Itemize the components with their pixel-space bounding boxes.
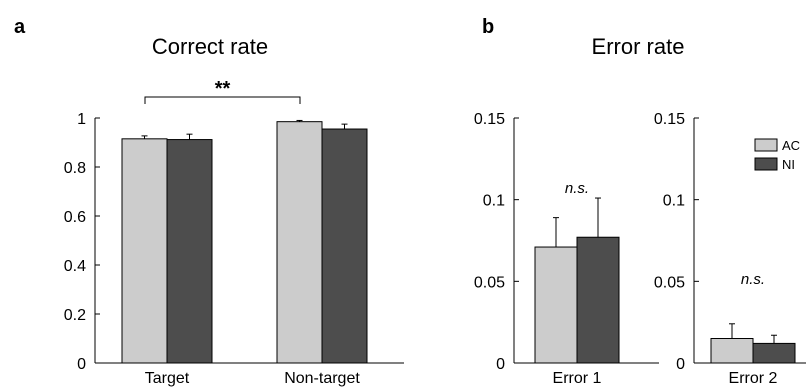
bar-b1-ac-0 [534, 246, 578, 364]
y-tick-label-a: 0.6 [64, 209, 86, 226]
panel-a-letter: a [14, 16, 26, 38]
y-tick-label-b1: 0.15 [474, 111, 505, 128]
y-tick-label-b1: 0.1 [483, 193, 505, 210]
annotation-ns-b1: n.s. [565, 180, 589, 197]
legend-swatch-ni [754, 157, 778, 171]
legend-label-ac: AC [782, 138, 800, 153]
significance-label: ** [215, 78, 231, 100]
bar-a-ac-0 [121, 138, 168, 364]
y-tick-label-b2: 0.1 [663, 193, 685, 210]
chart-b-title: Error rate [592, 34, 685, 59]
y-tick-label-a: 0.8 [64, 160, 86, 177]
bar-a-ac-1 [276, 121, 323, 364]
category-label-b1: Error 1 [553, 370, 602, 387]
bar-b2-ni-0 [752, 342, 796, 364]
charts-layer: 0 0.2 0.4 0.6 0.8 1 Target Non-target ** 0 0.05 0.1… [64, 78, 806, 387]
chart-a-title: Correct rate [152, 34, 268, 59]
y-tick-label-b2: 0 [676, 356, 685, 373]
bar-b2-ac-0 [710, 338, 754, 364]
y-tick-label-b2: 0.05 [654, 274, 685, 291]
y-tick-label-b2: 0.15 [654, 111, 685, 128]
legend-swatch-ac [754, 138, 778, 152]
panel-b-letter: b [482, 16, 494, 38]
y-tick-label-b1: 0.05 [474, 274, 505, 291]
y-tick-label-a: 0.4 [64, 258, 86, 275]
y-tick-label-a: 0.2 [64, 307, 86, 324]
category-label-a: Non-target [284, 370, 360, 387]
annotation-ns-b2: n.s. [741, 271, 765, 288]
y-tick-label-a: 1 [77, 111, 86, 128]
significance-bracket [144, 96, 301, 104]
legend-label-ni: NI [782, 157, 795, 172]
category-label-b2: Error 2 [729, 370, 778, 387]
bar-a-ni-1 [321, 128, 368, 364]
bar-b1-ni-0 [576, 236, 620, 364]
bar-a-ni-0 [166, 139, 213, 364]
y-tick-label-a: 0 [77, 356, 86, 373]
category-label-a: Target [145, 370, 190, 387]
y-tick-label-b1: 0 [496, 356, 505, 373]
